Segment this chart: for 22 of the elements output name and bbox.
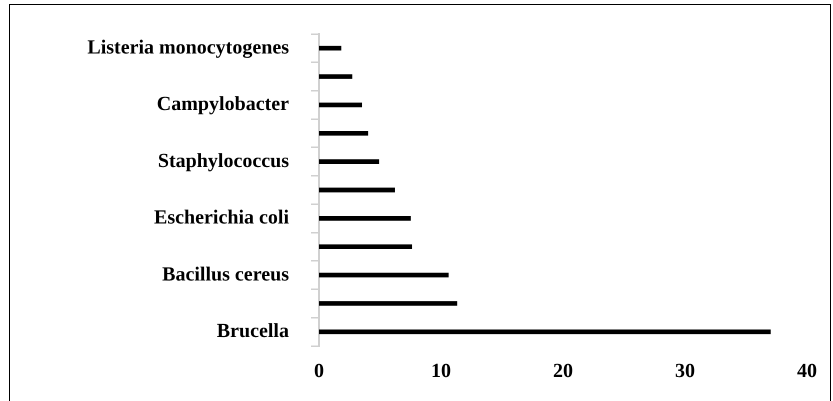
y-tick-label: Bacillus cereus	[162, 263, 290, 286]
bar	[319, 46, 342, 51]
x-tick-label: 10	[431, 360, 451, 382]
bar	[319, 216, 411, 221]
x-tick-label: 30	[675, 360, 695, 382]
x-tick-label: 40	[797, 360, 817, 382]
bar	[319, 244, 412, 250]
bar	[319, 301, 458, 306]
y-tick-label: Staphylococcus	[158, 150, 290, 172]
bar	[319, 272, 449, 278]
bar	[319, 188, 395, 192]
bar	[319, 102, 362, 108]
bar	[319, 74, 352, 79]
y-tick-label: Listeria monocytogenes	[87, 36, 290, 58]
y-tick-label: Escherichia coli	[154, 206, 290, 229]
x-tick-label: 0	[314, 360, 324, 382]
bar	[319, 329, 771, 334]
y-tick-label: Campylobacter	[156, 93, 290, 116]
bar	[319, 159, 380, 164]
bar	[319, 130, 368, 136]
x-tick-label: 20	[553, 360, 573, 382]
y-tick-label: Brucella	[216, 320, 289, 342]
